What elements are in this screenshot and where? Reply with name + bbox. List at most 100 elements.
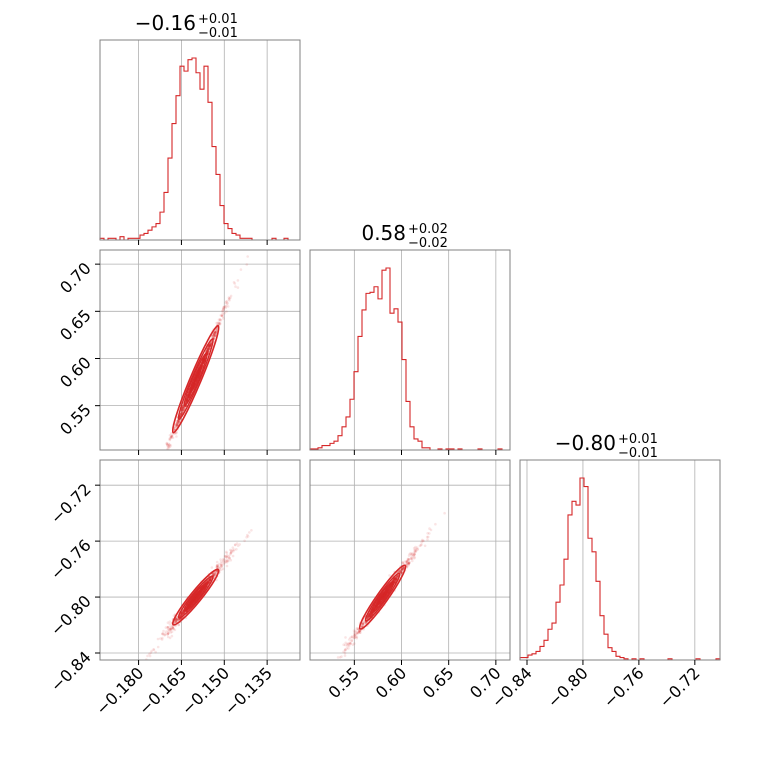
contour-level xyxy=(189,589,203,605)
sample-point xyxy=(195,376,198,380)
sample-point xyxy=(195,375,199,378)
sample-point xyxy=(191,599,194,603)
sample-point xyxy=(181,407,184,410)
sample-point xyxy=(193,380,196,383)
sample-point xyxy=(224,555,228,558)
sample-point xyxy=(226,305,230,308)
sample-point xyxy=(180,613,183,616)
sample-point xyxy=(367,615,371,618)
sample-point xyxy=(207,345,211,348)
sample-point xyxy=(193,379,196,383)
sample-point xyxy=(203,357,206,360)
sample-point xyxy=(383,593,386,597)
sample-point xyxy=(207,346,211,349)
sample-point xyxy=(195,594,198,597)
sample-point xyxy=(394,577,398,580)
sample-point xyxy=(156,469,159,472)
sample-point xyxy=(195,594,198,597)
sample-point xyxy=(380,597,383,601)
sample-point xyxy=(213,572,217,575)
sample-point xyxy=(170,432,173,435)
sample-point xyxy=(181,408,184,412)
y-tick-label: 0.65 xyxy=(56,306,95,345)
sample-point xyxy=(153,480,156,483)
sample-point xyxy=(394,578,397,581)
sample-point xyxy=(191,598,194,601)
sample-point xyxy=(213,333,217,337)
sample-point xyxy=(203,357,206,360)
sample-point xyxy=(181,406,184,409)
sample-point xyxy=(198,364,202,368)
sample-point xyxy=(380,596,384,599)
sample-point xyxy=(389,584,392,587)
sample-point xyxy=(196,373,199,377)
sample-point xyxy=(367,615,371,618)
sample-point xyxy=(206,580,209,584)
sample-point xyxy=(181,406,185,409)
x-tick-label: −0.135 xyxy=(221,663,276,718)
sample-point xyxy=(196,594,199,597)
sample-point xyxy=(389,585,392,589)
sample-point xyxy=(215,564,219,568)
sample-point xyxy=(176,421,180,424)
sample-point xyxy=(166,630,170,633)
sample-point xyxy=(229,553,232,556)
sample-point xyxy=(174,619,177,622)
sample-point xyxy=(382,594,386,597)
sample-point xyxy=(214,332,218,335)
sample-point xyxy=(175,618,179,621)
sample-point xyxy=(201,587,204,590)
sample-point xyxy=(185,397,188,401)
sample-point xyxy=(412,546,416,550)
sample-point xyxy=(343,648,347,651)
sample-point xyxy=(170,634,174,638)
sample-point xyxy=(215,566,219,569)
sample-point xyxy=(361,622,365,625)
sample-point xyxy=(180,408,184,412)
sample-point xyxy=(233,543,237,546)
sample-point xyxy=(407,557,411,561)
sample-point xyxy=(175,423,179,426)
sample-point xyxy=(187,604,190,607)
sample-point xyxy=(166,447,170,450)
sample-point xyxy=(216,563,219,567)
sample-point xyxy=(347,643,350,646)
sample-point xyxy=(226,302,229,305)
sample-point xyxy=(414,549,418,553)
sample-point xyxy=(389,584,392,588)
contour-level xyxy=(370,580,395,614)
sample-point xyxy=(129,529,132,532)
sample-point xyxy=(198,368,201,372)
sample-point xyxy=(188,394,191,397)
sample-point xyxy=(190,388,193,391)
sample-point xyxy=(162,629,165,633)
sample-point xyxy=(171,626,175,630)
sample-point xyxy=(239,268,243,271)
sample-point xyxy=(389,583,392,587)
sample-point xyxy=(201,588,204,591)
sample-point xyxy=(354,632,357,636)
sample-point xyxy=(197,371,200,374)
sample-point xyxy=(165,451,168,454)
scatter-panel-2: 0.55 0.60 0.65 0.70 xyxy=(309,459,511,702)
sample-point xyxy=(162,454,165,457)
sample-point xyxy=(175,431,178,435)
sample-point xyxy=(208,580,211,583)
sample-point xyxy=(390,583,393,586)
sample-point xyxy=(208,344,212,347)
sample-point xyxy=(195,374,198,377)
sample-point xyxy=(409,552,412,555)
y-tick-label: −0.84 xyxy=(47,647,95,695)
sample-point xyxy=(195,376,198,379)
sample-point xyxy=(196,594,199,597)
sample-point xyxy=(168,438,172,442)
sample-point xyxy=(388,585,392,589)
sample-point xyxy=(360,625,364,628)
sample-point xyxy=(428,532,431,535)
sample-point xyxy=(215,321,218,325)
sample-point xyxy=(190,387,193,391)
sample-point xyxy=(378,601,381,604)
sample-point xyxy=(195,377,198,380)
sample-point xyxy=(221,315,225,319)
sample-point xyxy=(176,420,179,423)
